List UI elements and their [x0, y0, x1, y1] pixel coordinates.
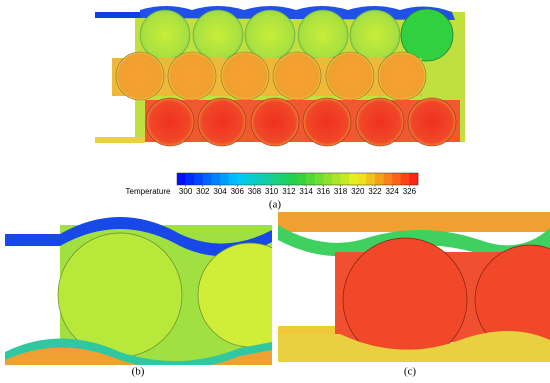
colorbar-tick-label: 308 [248, 187, 262, 196]
colorbar-tick-label: 322 [368, 187, 382, 196]
colorbar-tick-label: 312 [282, 187, 296, 196]
colorbar-segment [340, 173, 350, 185]
colorbar-segment [331, 173, 341, 185]
panel-label: (c) [404, 366, 417, 378]
colorbar-segment [323, 173, 333, 185]
colorbar-tick-label: 324 [385, 187, 399, 196]
colorbar-segment [228, 173, 238, 185]
colorbar-segment [185, 173, 195, 185]
panel-a [95, 6, 465, 147]
colorbar-segment [177, 173, 186, 185]
colorbar-tick-label: 326 [403, 187, 417, 196]
colorbar-tick-label: 304 [213, 187, 227, 196]
panel-label: (b) [132, 366, 145, 378]
panel-c [278, 212, 550, 362]
colorbar-segment [392, 173, 402, 185]
panel-b [5, 217, 272, 365]
colorbar-segment [220, 173, 229, 185]
colorbar-segment [211, 173, 221, 185]
colorbar-label: Temperature [126, 187, 171, 196]
colorbar-segment [409, 173, 419, 185]
colorbar-segment [263, 173, 272, 185]
colorbar-segment [374, 173, 384, 185]
colorbar-segment [349, 173, 359, 185]
colorbar-segment [280, 173, 290, 185]
colorbar-segment [306, 173, 316, 185]
panel-label: (a) [269, 199, 282, 211]
colorbar-tick-label: 318 [334, 187, 348, 196]
colorbar-segment [194, 173, 204, 185]
colorbar-tick-label: 310 [265, 187, 279, 196]
colorbar-segment [366, 173, 376, 185]
colorbar-tick-label: 316 [317, 187, 331, 196]
colorbar-tick-label: 300 [179, 187, 193, 196]
colorbar-segment [297, 173, 307, 185]
colorbar-tick-label: 306 [231, 187, 245, 196]
colorbar-segment [237, 173, 247, 185]
colorbar-segment [245, 173, 255, 185]
colorbar-segment [271, 173, 281, 185]
colorbar-segment [288, 173, 298, 185]
colorbar-tick-label: 314 [299, 187, 313, 196]
colorbar-frame [176, 172, 419, 186]
colorbar-tick-label: 320 [351, 187, 365, 196]
colorbar-segment [400, 173, 410, 185]
colorbar-segment [314, 173, 324, 185]
colorbar-tick-label: 302 [196, 187, 210, 196]
colorbar-segment [254, 173, 264, 185]
colorbar-segment [202, 173, 212, 185]
colorbar-segment [357, 173, 367, 185]
colorbar: Temperature 300 302 304 306 308 310 312 314 316 3… [126, 172, 419, 196]
colorbar-segment [383, 173, 393, 185]
